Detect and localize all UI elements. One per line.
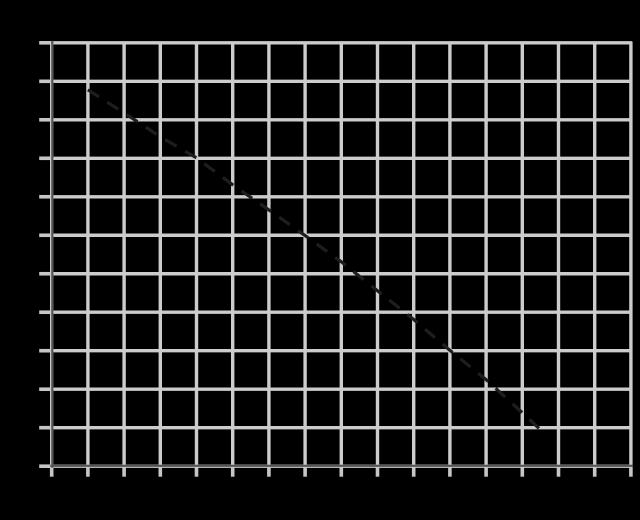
dashed-line-series xyxy=(87,88,542,431)
data-series xyxy=(87,88,542,431)
axis-spines xyxy=(50,40,633,468)
y-axis-ticks xyxy=(39,40,51,469)
x-axis-ticks xyxy=(49,467,633,477)
